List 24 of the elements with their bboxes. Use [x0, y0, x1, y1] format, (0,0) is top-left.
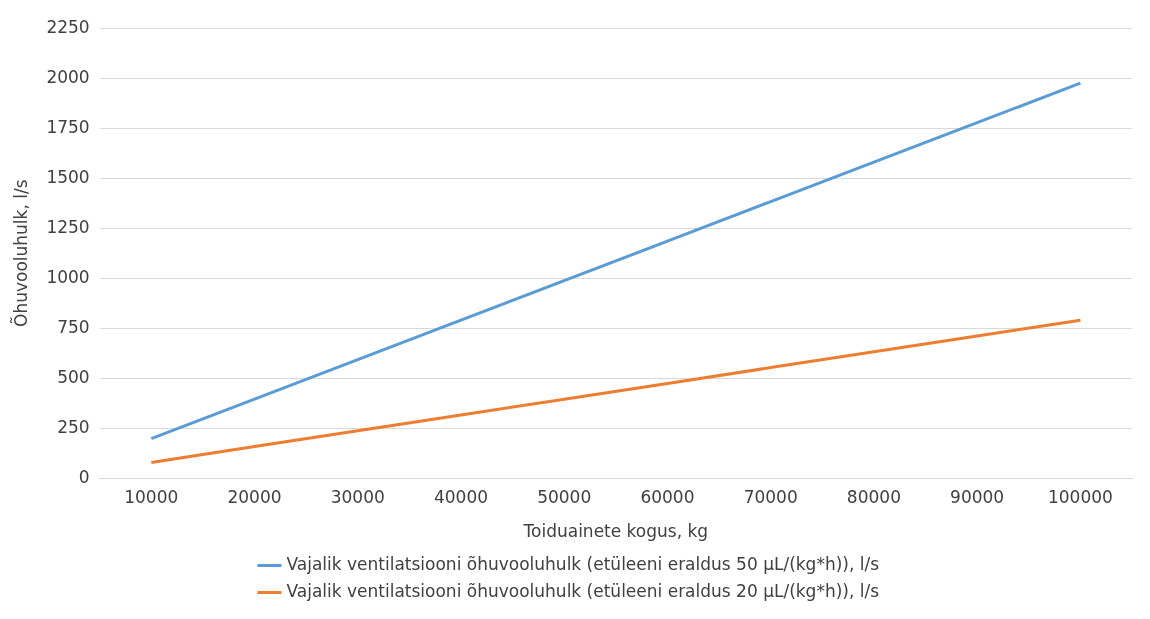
x-axis-title: Toiduainete kogus, kg	[522, 521, 709, 542]
legend-label: Vajalik ventilatsiooni õhuvooluhulk (etüleeni eraldus 20 µL/(kg*h)), l/s	[286, 580, 880, 601]
x-tick-label: 60000	[640, 486, 695, 507]
y-tick-label: 1750	[46, 116, 90, 137]
x-tick-label: 10000	[124, 486, 179, 507]
x-tick-label: 90000	[950, 486, 1005, 507]
x-tick-label: 30000	[330, 486, 385, 507]
y-tick-label: 500	[57, 366, 90, 387]
x-tick-label: 70000	[743, 486, 798, 507]
y-tick-label: 2000	[46, 66, 90, 87]
y-tick-label: 750	[57, 316, 90, 337]
y-tick-label: 0	[78, 466, 90, 487]
legend-label: Vajalik ventilatsiooni õhuvooluhulk (etüleeni eraldus 50 µL/(kg*h)), l/s	[286, 553, 880, 574]
y-tick-label: 1500	[46, 166, 90, 187]
x-tick-label: 40000	[433, 486, 489, 507]
y-tick-label: 1000	[46, 266, 90, 287]
y-axis-title: Õhuvooluhulk, l/s	[9, 179, 31, 327]
y-tick-label: 1250	[46, 216, 90, 237]
y-tick-label: 2250	[46, 16, 90, 37]
x-tick-label: 50000	[537, 486, 592, 507]
x-tick-label: 80000	[846, 486, 901, 507]
x-tick-label: 20000	[227, 486, 282, 507]
y-tick-label: 250	[57, 416, 90, 437]
x-tick-label: 100000	[1047, 486, 1113, 507]
